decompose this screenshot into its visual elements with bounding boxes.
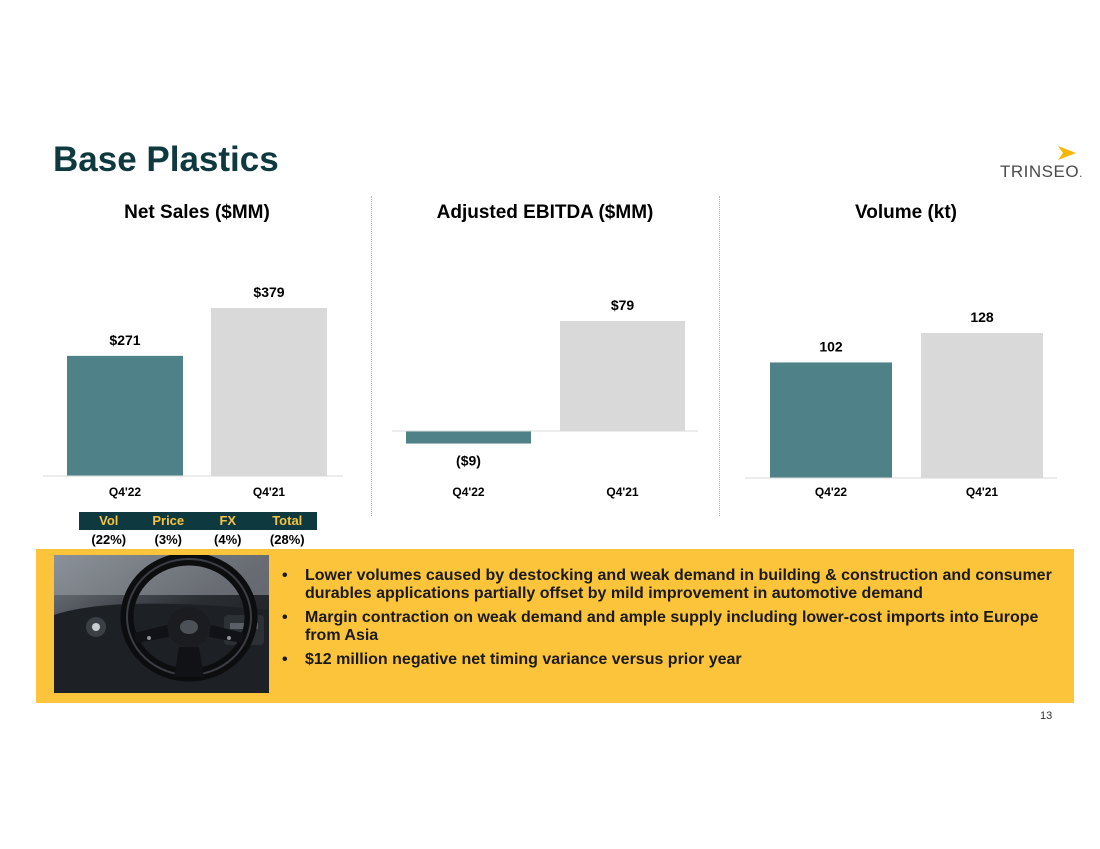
data-label: $379 (253, 284, 284, 300)
category-label: Q4'21 (606, 485, 639, 499)
bar-q4-22 (406, 431, 531, 444)
sales-bridge-header: Vol Price FX Total (79, 512, 317, 530)
bullet-dot: • (282, 609, 288, 626)
bridge-value-cell: (22%) (91, 532, 127, 547)
bridge-header-cell: Vol (99, 513, 119, 528)
adjusted-ebitda-title: Adjusted EBITDA ($MM) (436, 202, 654, 223)
bullet-dot: • (282, 567, 288, 584)
bar-q4-22 (67, 355, 183, 476)
category-label: Q4'22 (815, 485, 848, 499)
data-label: 128 (970, 309, 994, 325)
bullet-dot: • (282, 651, 288, 668)
commentary-bullets: • Lower volumes caused by destocking and … (282, 567, 1062, 675)
bullet-item: • Lower volumes caused by destocking and … (282, 567, 1062, 603)
page-number: 13 (1040, 710, 1053, 722)
bullet-text: Lower volumes caused by destocking and w… (305, 567, 1052, 602)
net-sales-chart: $271 Q4'22 $379 Q4'21 (43, 284, 343, 499)
category-label: Q4'22 (109, 485, 142, 499)
category-label: Q4'21 (966, 485, 999, 499)
data-label: 102 (819, 338, 843, 354)
volume-chart: 102 Q4'22 128 Q4'21 (745, 309, 1057, 499)
logo-chevron-icon (1058, 146, 1076, 160)
chart-divider-left (371, 196, 372, 516)
adjusted-ebitda-chart: ($9) Q4'22 $79 Q4'21 (392, 297, 698, 499)
car-steering-wheel-photo (54, 555, 269, 693)
category-label: Q4'22 (452, 485, 485, 499)
bridge-value-cell: (4%) (214, 532, 242, 547)
sales-bridge-table: Vol Price FX Total (22%) (3%) (4%) (28%) (79, 512, 317, 550)
net-sales-title: Net Sales ($MM) (124, 202, 270, 223)
bridge-value-cell: (28%) (269, 532, 305, 547)
page-title: Base Plastics (53, 140, 279, 179)
bar-q4-21 (560, 321, 685, 431)
logo-text: TRINSEO. (1000, 162, 1083, 181)
bridge-header-cell: Total (272, 513, 303, 528)
bar-q4-22 (770, 362, 892, 478)
data-label: $79 (611, 297, 635, 313)
bullet-text: $12 million negative net timing variance… (305, 651, 742, 668)
sales-bridge-values: (22%) (3%) (4%) (28%) (79, 530, 317, 550)
bridge-header-cell: FX (219, 513, 237, 528)
bullet-item: • $12 million negative net timing varianc… (282, 651, 1062, 669)
bridge-header-cell: Price (152, 513, 185, 528)
trinseo-logo: TRINSEO. (1000, 146, 1082, 186)
bar-q4-21 (921, 333, 1043, 478)
bullet-text: Margin contraction on weak demand and am… (305, 609, 1039, 644)
category-label: Q4'21 (253, 485, 286, 499)
bridge-value-cell: (3%) (154, 532, 182, 547)
data-label: $271 (109, 332, 140, 348)
chart-divider-right (719, 196, 720, 516)
bar-q4-21 (211, 308, 327, 476)
volume-title: Volume (kt) (854, 202, 958, 223)
data-label: ($9) (456, 453, 481, 469)
bullet-item: • Margin contraction on weak demand and a… (282, 609, 1062, 645)
